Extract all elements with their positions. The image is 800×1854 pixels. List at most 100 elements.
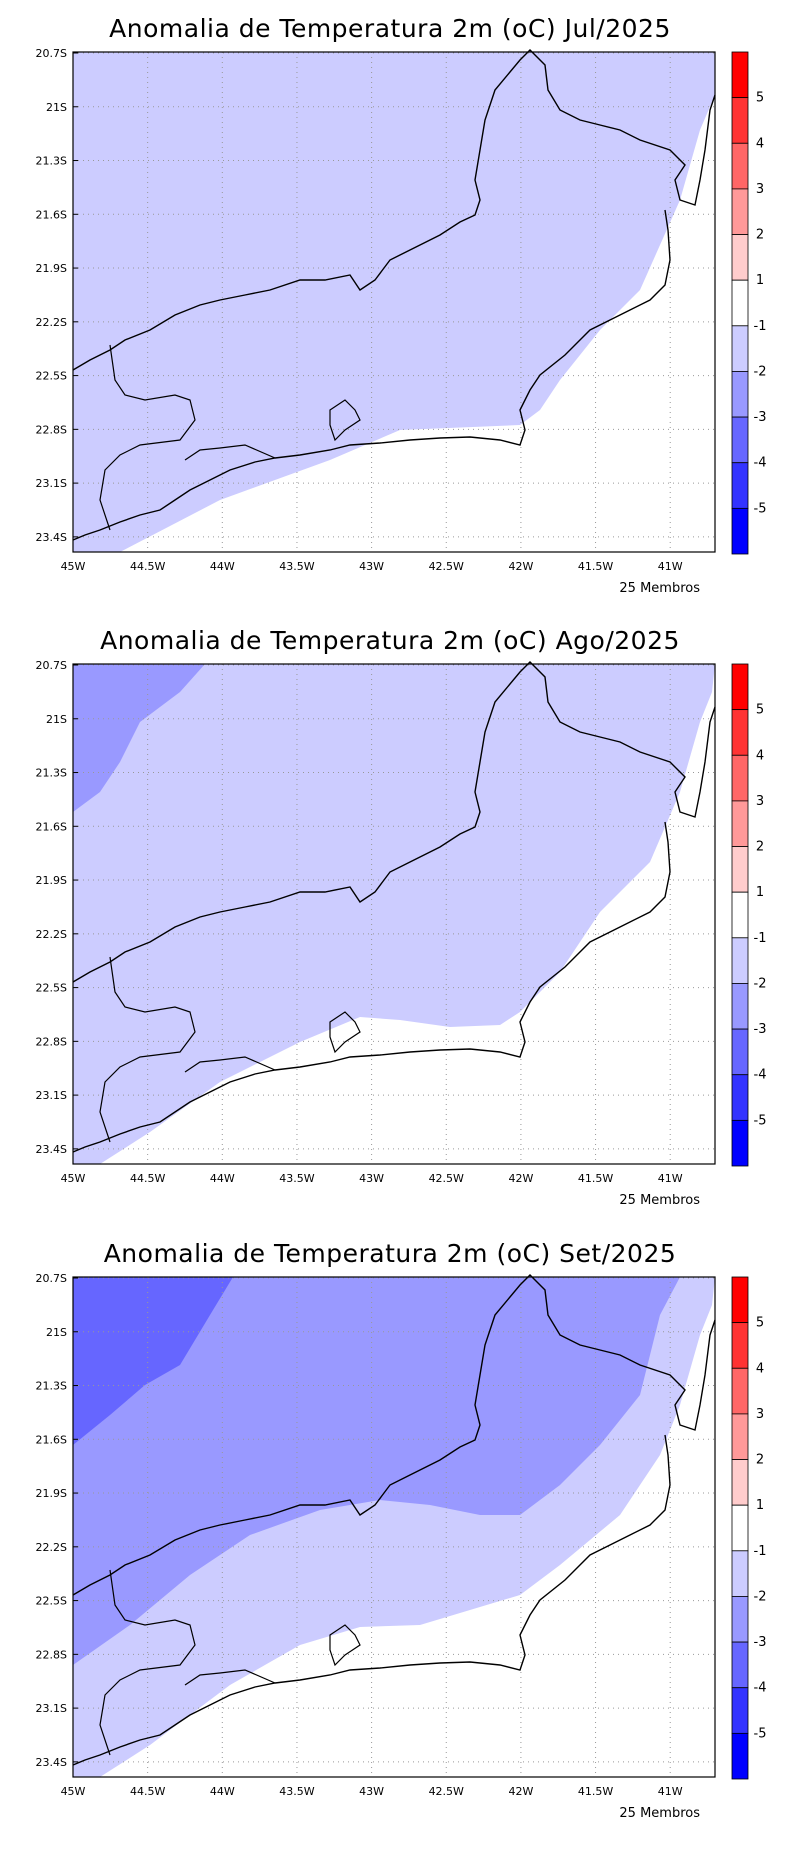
colorbar-segment	[731, 279, 749, 327]
lat-label: 23.4S	[36, 531, 67, 544]
colorbar-label: -1	[754, 931, 767, 946]
colorbar-segment	[731, 325, 749, 372]
colorbar-label: -3	[754, 410, 767, 425]
colorbar-label: 4	[756, 136, 764, 151]
colorbar-label: -4	[754, 1068, 767, 1083]
coastline-detail	[329, 1624, 361, 1667]
colorbar-segment	[731, 1322, 749, 1369]
coastline-detail	[329, 399, 361, 442]
footer-members: 25 Membros	[619, 1193, 700, 1208]
lon-label: 43W	[359, 1172, 384, 1185]
colorbar-label: -3	[754, 1022, 767, 1037]
lat-label: 23.4S	[36, 1143, 67, 1156]
colorbar-label: 1	[756, 273, 764, 288]
lat-label: 21S	[46, 1326, 67, 1339]
lon-label: 44.5W	[130, 1785, 165, 1798]
lon-label: 45W	[61, 1172, 86, 1185]
lon-label: 44.5W	[130, 560, 165, 573]
map-svg-ago	[73, 664, 715, 1164]
lon-label: 45W	[61, 560, 86, 573]
colorbar-segment	[731, 234, 749, 281]
lon-label: 43.5W	[279, 560, 314, 573]
state-boundary	[72, 661, 716, 983]
anomaly-region-minus2-minus3	[73, 664, 205, 812]
colorbar-label: 2	[756, 840, 764, 855]
lon-label: 42W	[508, 560, 533, 573]
lon-label: 44W	[210, 560, 235, 573]
lon-label: 41.5W	[578, 1785, 613, 1798]
colorbar-segment	[731, 51, 749, 99]
colorbar-segment	[731, 371, 749, 418]
lat-label: 20.7S	[36, 1272, 67, 1285]
colorbar-segment	[731, 1732, 749, 1780]
colorbar-segment	[731, 507, 749, 555]
lat-label: 21.3S	[36, 1380, 67, 1393]
map-panel-jul: Anomalia de Temperatura 2m (oC) Jul/2025	[0, 0, 800, 618]
colorbar-segment	[731, 983, 749, 1030]
colorbar-label: 5	[756, 91, 764, 106]
map-title: Anomalia de Temperatura 2m (oC) Set/2025	[103, 1239, 677, 1268]
colorbar-segment	[731, 1119, 749, 1167]
colorbar-segment	[731, 1550, 749, 1597]
lon-label: 43W	[359, 1785, 384, 1798]
colorbar-label: -4	[754, 1681, 767, 1696]
lon-label: 41W	[658, 560, 683, 573]
colorbar-label: 5	[756, 703, 764, 718]
colorbar-segment	[731, 663, 749, 711]
colorbar-segment	[731, 416, 749, 464]
lon-label: 42.5W	[429, 560, 464, 573]
colorbar-label: 3	[756, 794, 764, 809]
lat-label: 22.5S	[36, 370, 67, 383]
lat-label: 22.2S	[36, 928, 67, 941]
lat-label: 22.2S	[36, 1541, 67, 1554]
lat-label: 21S	[46, 101, 67, 114]
coastline-detail	[184, 1669, 276, 1686]
colorbar-segment	[731, 1276, 749, 1324]
lat-label: 21.3S	[36, 155, 67, 168]
coastline-detail	[99, 956, 196, 1143]
footer-members: 25 Membros	[619, 1806, 700, 1821]
anomaly-region-minus2-minus3	[73, 1277, 680, 1665]
lat-label: 22.5S	[36, 982, 67, 995]
colorbar-segment	[731, 937, 749, 984]
map-panel-ago: Anomalia de Temperatura 2m (oC) Ago/2025	[0, 612, 800, 1230]
map-overlay-2: 20.7S21S21.3S21.6S21.9S22.2S22.5S22.8S23…	[36, 1272, 767, 1821]
map-overlay-0: 20.7S21S21.3S21.6S21.9S22.2S22.5S22.8S23…	[36, 47, 767, 596]
map-overlay-1: 20.7S21S21.3S21.6S21.9S22.2S22.5S22.8S23…	[36, 659, 767, 1208]
colorbar-label: -1	[754, 319, 767, 334]
lat-label: 22.2S	[36, 316, 67, 329]
colorbar-segment	[731, 1641, 749, 1689]
lon-label: 42.5W	[429, 1785, 464, 1798]
colorbar-segment	[731, 846, 749, 893]
lat-label: 21.9S	[36, 874, 67, 887]
colorbar-segment	[731, 1367, 749, 1415]
lat-label: 23.1S	[36, 477, 67, 490]
colorbar-label: -2	[754, 364, 767, 379]
state-boundary	[72, 1274, 716, 1596]
colorbar-label: -2	[754, 1589, 767, 1604]
map-svg-jul	[73, 52, 715, 552]
lat-label: 23.4S	[36, 1756, 67, 1769]
coastline-detail	[184, 444, 276, 461]
lon-label: 41.5W	[578, 560, 613, 573]
colorbar-segment	[731, 1459, 749, 1506]
lat-label: 20.7S	[36, 47, 67, 60]
lat-label: 21.3S	[36, 767, 67, 780]
anomaly-region-minus3-minus4	[73, 1277, 233, 1445]
state-boundary	[72, 49, 716, 371]
lat-label: 21.9S	[36, 262, 67, 275]
colorbar-label: 3	[756, 182, 764, 197]
colorbar-segment	[731, 754, 749, 802]
lon-label: 44W	[210, 1785, 235, 1798]
colorbar-label: 1	[756, 1498, 764, 1513]
lat-label: 23.1S	[36, 1089, 67, 1102]
colorbar-segment	[731, 891, 749, 939]
lon-label: 42W	[508, 1172, 533, 1185]
lat-label: 23.1S	[36, 1702, 67, 1715]
lon-label: 42W	[508, 1785, 533, 1798]
colorbar-label: -5	[754, 501, 767, 516]
lon-label: 41W	[658, 1785, 683, 1798]
colorbar-label: 3	[756, 1407, 764, 1422]
coastline	[72, 821, 671, 1153]
lon-label: 45W	[61, 1785, 86, 1798]
